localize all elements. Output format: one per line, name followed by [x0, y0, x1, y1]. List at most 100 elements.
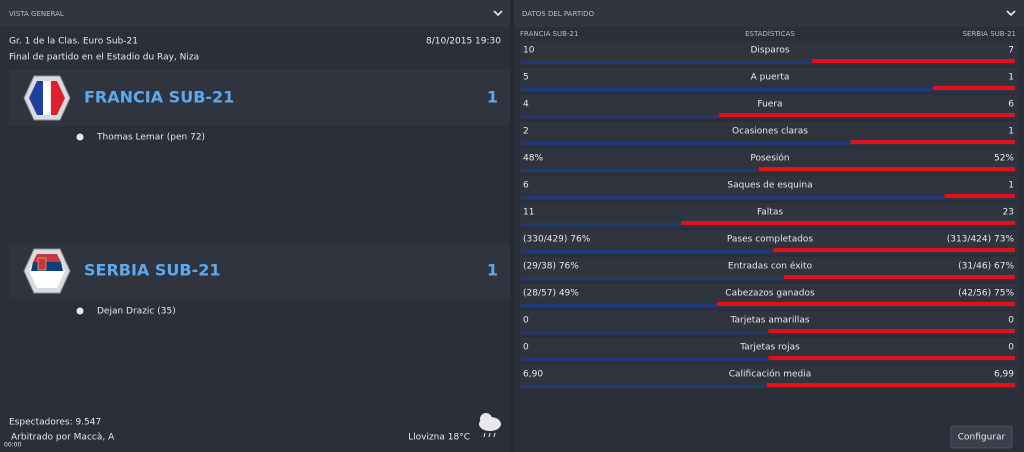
away-bar: [784, 275, 1015, 279]
overview-panel: [0, 0, 510, 452]
attendance: Espectadores: 9.547: [9, 418, 101, 428]
away-value: 1: [1008, 73, 1014, 83]
away-value: (31/46) 67%: [958, 262, 1014, 272]
away-bar: [716, 302, 1015, 306]
home-value: 48%: [523, 154, 543, 164]
away-value: 23: [1003, 208, 1014, 218]
match-datetime: 8/10/2015 19:30: [426, 37, 501, 47]
stats-title: DATOS DEL PARTIDO: [522, 10, 595, 18]
home-value: 6,90: [523, 370, 543, 380]
away-value: (313/424) 73%: [947, 235, 1015, 245]
clock: 00:00: [4, 442, 21, 449]
stats-heading: ESTADÍSTICAS: [745, 29, 795, 38]
stat-label: Faltas: [757, 208, 783, 218]
away-bar: [758, 167, 1015, 171]
away-value: (42/56) 75%: [958, 289, 1014, 299]
stat-label: Cabezazos ganados: [725, 289, 815, 299]
home-heading: FRANCIA SUB-21: [520, 30, 578, 38]
away-bar: [719, 113, 1015, 117]
home-value: 6: [523, 181, 529, 191]
stat-label: Calificación media: [729, 369, 812, 380]
scorer: Dejan Drazic (35): [97, 307, 176, 317]
team-box: [9, 243, 510, 299]
away-bar: [850, 140, 1015, 144]
team-badge: [23, 248, 71, 294]
home-bar: [522, 88, 933, 91]
home-bar: [522, 61, 812, 64]
stat-label: Disparos: [750, 46, 789, 56]
home-bar: [522, 250, 774, 253]
collapse-chevron[interactable]: [1006, 10, 1016, 17]
away-bar: [768, 356, 1015, 360]
stat-label: Tarjetas amarillas: [729, 316, 809, 326]
team-badge: [23, 75, 71, 121]
stat-label: Entradas con éxito: [728, 261, 813, 272]
away-bar: [681, 221, 1015, 225]
away-value: 6,99: [994, 370, 1014, 380]
away-bar: [768, 329, 1015, 333]
goal-icon: [76, 307, 84, 315]
away-value: 7: [1008, 46, 1014, 56]
team-name: SERBIA SUB-21: [84, 261, 221, 280]
stat-label: Saques de esquina: [727, 181, 812, 191]
team-score: 1: [487, 88, 498, 107]
competition: Gr. 1 de la Clas. Euro Sub-21: [9, 37, 138, 47]
away-value: 6: [1008, 100, 1014, 110]
away-bar: [944, 194, 1015, 198]
home-value: 0: [523, 343, 529, 353]
home-bar: [522, 331, 769, 334]
home-bar: [522, 223, 682, 226]
button-label[interactable]: Configurar: [958, 433, 1006, 443]
team-score: 1: [487, 261, 498, 280]
team-box: [9, 70, 510, 126]
away-value: 0: [1008, 343, 1014, 353]
home-value: (29/38) 76%: [523, 262, 579, 272]
away-bar: [773, 248, 1015, 252]
home-value: (28/57) 49%: [523, 289, 579, 299]
stat-label: Tarjetas rojas: [739, 343, 800, 353]
stat-label: Fuera: [757, 100, 782, 110]
home-value: 5: [523, 73, 529, 83]
weather: Llovizna 18°C: [408, 433, 470, 443]
home-bar: [522, 358, 769, 361]
home-bar: [522, 115, 720, 118]
collapse-chevron[interactable]: [493, 10, 503, 17]
home-bar: [522, 385, 767, 388]
button-bg[interactable]: [950, 425, 1013, 449]
away-bar: [812, 59, 1015, 63]
overview-header: [0, 0, 510, 27]
stats-header: [514, 0, 1024, 27]
stat-label: Ocasiones claras: [732, 127, 808, 137]
home-bar: [522, 277, 785, 280]
goal-icon: [76, 133, 84, 141]
referee: Arbitrado por Maccà, A: [11, 433, 115, 443]
weather-icon: [479, 413, 501, 438]
overview-title: VISTA GENERAL: [9, 10, 64, 18]
away-bar: [766, 383, 1015, 387]
away-value: 1: [1008, 127, 1014, 137]
home-value: 10: [523, 46, 535, 56]
away-heading: SERBIA SUB-21: [963, 30, 1016, 38]
stat-label: Posesión: [750, 153, 789, 164]
home-bar: [522, 196, 945, 199]
home-bar: [522, 169, 759, 172]
away-value: 1: [1008, 181, 1014, 191]
result-text: Final de partido en el Estadio du Ray, N…: [9, 53, 199, 63]
home-value: 4: [523, 100, 529, 110]
team-name: FRANCIA SUB-21: [84, 88, 234, 107]
stat-label: A puerta: [751, 73, 790, 83]
home-value: 2: [523, 127, 529, 137]
away-bar: [932, 86, 1015, 90]
home-bar: [522, 304, 717, 307]
home-value: 11: [523, 208, 534, 218]
away-value: 0: [1008, 316, 1014, 326]
configure-button[interactable]: Configurar: [950, 425, 1013, 449]
scorer: Thomas Lemar (pen 72): [96, 133, 205, 143]
home-bar: [522, 142, 851, 145]
away-value: 52%: [994, 154, 1014, 164]
home-value: (330/429) 76%: [523, 235, 591, 245]
home-value: 0: [523, 316, 529, 326]
stat-label: Pases completados: [727, 235, 814, 245]
